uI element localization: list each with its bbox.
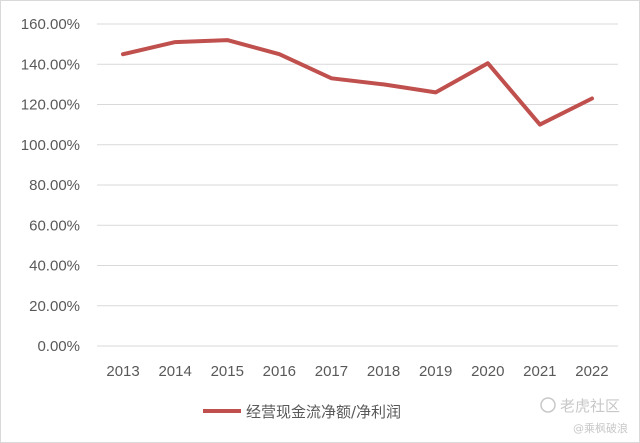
tiger-logo-icon [540,397,556,413]
watermark-handle: @乘枫破浪 [573,421,628,435]
y-tick-label: 140.00% [21,56,80,73]
y-tick-label: 60.00% [29,217,80,234]
legend: 经营现金流净额/净利润 [203,403,401,421]
y-tick-label: 160.00% [21,16,80,33]
watermark-logo-text: 老虎社区 [560,397,620,415]
x-axis-ticks: 2013 2014 2015 2016 2017 2018 2019 2020 2021 2022 [106,363,608,380]
y-tick-label: 0.00% [37,338,80,355]
watermark: 老虎社区 @乘枫破浪 [540,397,628,435]
y-tick-label: 100.00% [21,137,80,154]
x-tick-label: 2016 [263,363,296,380]
y-tick-label: 80.00% [29,177,80,194]
legend-label: 经营现金流净额/净利润 [246,403,401,421]
x-tick-label: 2015 [211,363,244,380]
series-lines [121,38,594,127]
series-line [121,38,594,127]
y-tick-label: 40.00% [29,258,80,275]
x-tick-label: 2014 [158,363,191,380]
gridlines [97,23,618,347]
x-tick-label: 2021 [523,363,556,380]
y-tick-label: 120.00% [21,97,80,114]
y-tick-label: 20.00% [29,298,80,315]
x-tick-label: 2017 [315,363,348,380]
x-tick-label: 2013 [106,363,139,380]
y-axis-ticks: 0.00% 20.00% 40.00% 60.00% 80.00% 100.00% 120.… [21,16,80,355]
x-tick-label: 2018 [367,363,400,380]
x-tick-label: 2019 [419,363,452,380]
x-tick-label: 2022 [575,363,608,380]
x-tick-label: 2020 [471,363,504,380]
